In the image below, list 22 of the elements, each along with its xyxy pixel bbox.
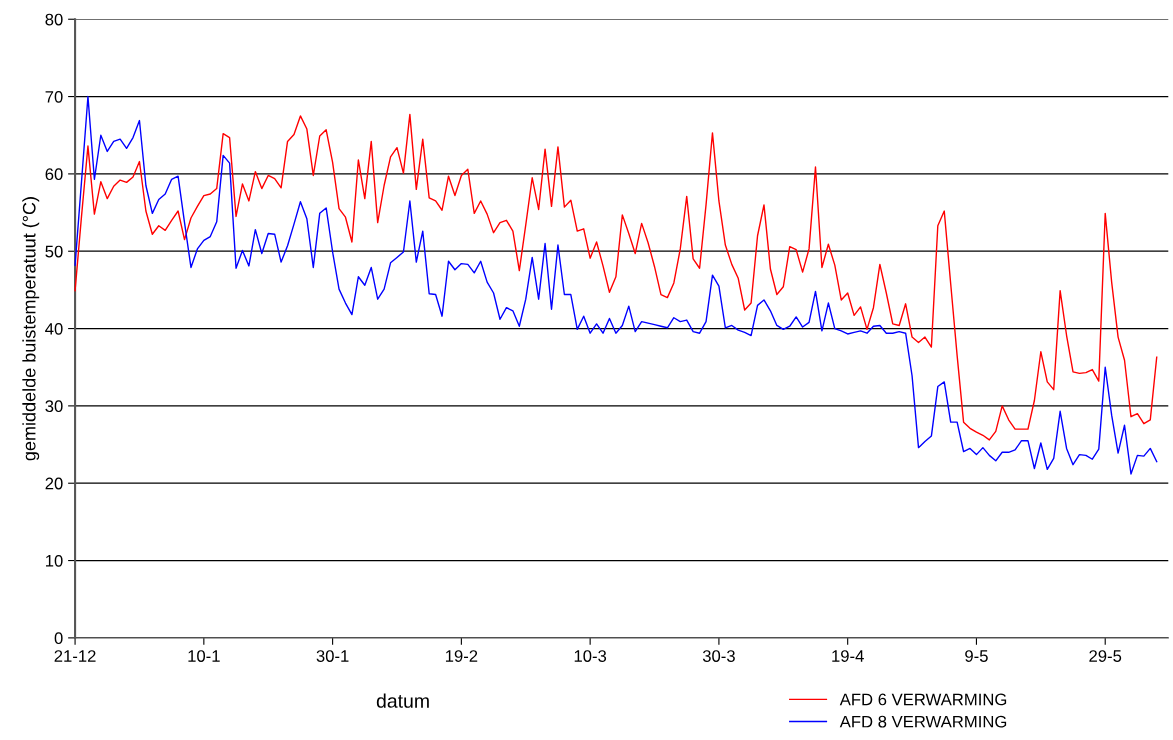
y-tick-label: 60 — [45, 168, 63, 181]
y-tick-label: 30 — [45, 400, 63, 413]
legend-label: AFD 6 VERWARMING — [839, 693, 1007, 706]
y-tick-label: 10 — [46, 554, 63, 567]
x-tick-label: 30-3 — [702, 650, 735, 662]
y-tick-label: 70 — [45, 90, 63, 103]
x-tick-label: 9-5 — [965, 650, 988, 662]
y-axis-title: gemiddelde buistemperatuut (°C) — [22, 197, 40, 461]
legend-label: AFD 8 VERWARMING — [839, 715, 1007, 728]
y-tick-label: 0 — [54, 632, 63, 645]
x-tick-label: 21-12 — [54, 650, 96, 662]
y-tick-label: 20 — [45, 477, 63, 490]
x-tick-label: 19-4 — [832, 650, 864, 662]
y-tick-label: 40 — [45, 322, 63, 335]
x-tick-label: 10-1 — [188, 650, 220, 662]
x-tick-label: 19-2 — [445, 650, 478, 662]
x-tick-label: 30-1 — [316, 650, 349, 662]
y-tick-label: 80 — [45, 13, 63, 26]
x-tick-label: 29-5 — [1089, 650, 1122, 662]
x-axis-title: datum — [376, 693, 429, 708]
x-tick-label: 10-3 — [574, 650, 607, 662]
y-tick-label: 50 — [45, 245, 63, 258]
